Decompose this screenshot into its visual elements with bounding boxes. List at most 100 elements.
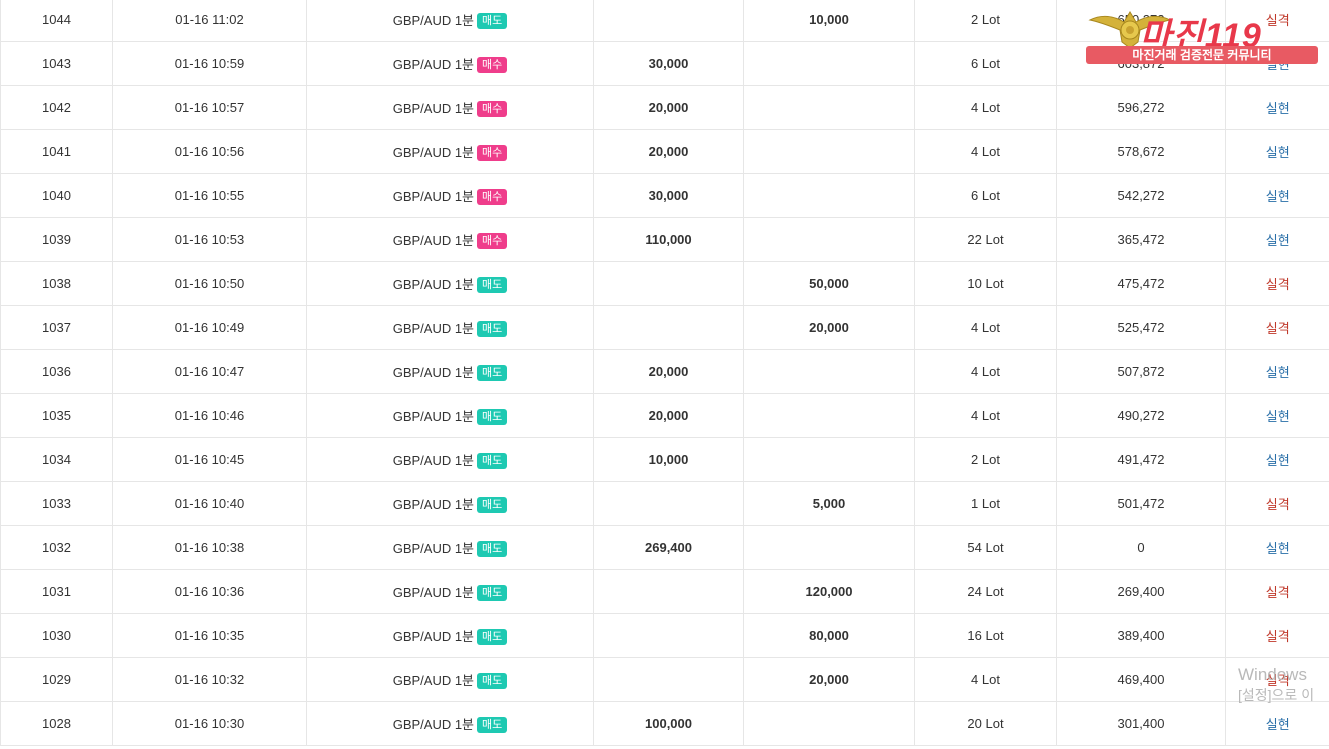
balance-cell: 475,472 <box>1056 261 1226 306</box>
side-badge: 매도 <box>477 365 508 381</box>
side-badge: 매도 <box>477 321 508 337</box>
symbol-label: GBP/AUD 1분 <box>392 717 475 732</box>
result-cell: 실격 <box>1225 481 1329 526</box>
side-badge: 매도 <box>477 629 508 645</box>
table-row: 1040 01-16 10:55 GBP/AUD 1분 매수 30,000 6 Lot 54… <box>0 173 1329 218</box>
symbol-label: GBP/AUD 1분 <box>392 189 475 204</box>
loss-cell <box>743 129 915 174</box>
result-cell: 실현 <box>1225 173 1329 218</box>
lot-cell: 6 Lot <box>914 173 1057 218</box>
trade-number-cell: 1044 <box>0 0 113 42</box>
lot-cell: 6 Lot <box>914 41 1057 86</box>
trade-time-cell: 01-16 10:55 <box>112 173 307 218</box>
side-badge: 매도 <box>477 585 508 601</box>
side-badge: 매수 <box>477 189 508 205</box>
side-badge: 매도 <box>477 541 508 557</box>
side-badge: 매도 <box>477 277 508 293</box>
result-cell: 실현 <box>1225 349 1329 394</box>
logo-subtitle: 마진거래 검증전문 커뮤니티 <box>1086 46 1318 64</box>
table-row: 1028 01-16 10:30 GBP/AUD 1분 매도 100,000 20 Lot… <box>0 701 1329 746</box>
symbol-cell: GBP/AUD 1분 매도 <box>306 437 594 482</box>
loss-cell: 5,000 <box>743 481 915 526</box>
windows-activation-watermark: Windows [설정]으로 이 <box>1238 664 1314 706</box>
trade-time-cell: 01-16 10:38 <box>112 525 307 570</box>
symbol-label: GBP/AUD 1분 <box>392 277 475 292</box>
trade-time-cell: 01-16 10:47 <box>112 349 307 394</box>
trade-number-cell: 1042 <box>0 85 113 130</box>
symbol-label: GBP/AUD 1분 <box>392 541 475 556</box>
trade-time-cell: 01-16 10:57 <box>112 85 307 130</box>
profit-cell: 100,000 <box>593 701 744 746</box>
lot-cell: 4 Lot <box>914 393 1057 438</box>
symbol-cell: GBP/AUD 1분 매도 <box>306 657 594 702</box>
loss-cell <box>743 173 915 218</box>
side-badge: 매도 <box>477 409 508 425</box>
result-cell: 실현 <box>1225 129 1329 174</box>
balance-cell: 542,272 <box>1056 173 1226 218</box>
table-row: 1041 01-16 10:56 GBP/AUD 1분 매수 20,000 4 Lot 57… <box>0 129 1329 174</box>
eagle-emblem-icon <box>1088 11 1172 49</box>
side-badge: 매수 <box>477 101 508 117</box>
result-cell: 실현 <box>1225 437 1329 482</box>
symbol-label: GBP/AUD 1분 <box>392 629 475 644</box>
balance-cell: 389,400 <box>1056 613 1226 658</box>
trade-number-cell: 1035 <box>0 393 113 438</box>
profit-cell <box>593 657 744 702</box>
table-row: 1030 01-16 10:35 GBP/AUD 1분 매도 80,000 16 Lot 3… <box>0 613 1329 658</box>
profit-cell: 30,000 <box>593 173 744 218</box>
loss-cell <box>743 393 915 438</box>
loss-cell <box>743 41 915 86</box>
side-badge: 매도 <box>477 453 508 469</box>
table-row: 1039 01-16 10:53 GBP/AUD 1분 매수 110,000 22 Lot… <box>0 217 1329 262</box>
symbol-cell: GBP/AUD 1분 매도 <box>306 613 594 658</box>
lot-cell: 24 Lot <box>914 569 1057 614</box>
loss-cell: 80,000 <box>743 613 915 658</box>
profit-cell: 110,000 <box>593 217 744 262</box>
symbol-cell: GBP/AUD 1분 매도 <box>306 305 594 350</box>
result-cell: 실격 <box>1225 613 1329 658</box>
trade-number-cell: 1039 <box>0 217 113 262</box>
trade-number-cell: 1029 <box>0 657 113 702</box>
symbol-cell: GBP/AUD 1분 매수 <box>306 173 594 218</box>
lot-cell: 20 Lot <box>914 701 1057 746</box>
trade-time-cell: 01-16 10:30 <box>112 701 307 746</box>
balance-cell: 525,472 <box>1056 305 1226 350</box>
profit-cell: 20,000 <box>593 393 744 438</box>
lot-cell: 4 Lot <box>914 85 1057 130</box>
trade-time-cell: 01-16 10:40 <box>112 481 307 526</box>
watermark-line1: Windows <box>1238 665 1307 684</box>
trade-time-cell: 01-16 10:45 <box>112 437 307 482</box>
symbol-label: GBP/AUD 1분 <box>392 145 475 160</box>
result-cell: 실격 <box>1225 0 1329 42</box>
result-cell: 실현 <box>1225 525 1329 570</box>
table-row: 1033 01-16 10:40 GBP/AUD 1분 매도 5,000 1 Lot 501… <box>0 481 1329 526</box>
balance-cell: 501,472 <box>1056 481 1226 526</box>
trade-number-cell: 1041 <box>0 129 113 174</box>
lot-cell: 2 Lot <box>914 0 1057 42</box>
symbol-label: GBP/AUD 1분 <box>392 101 475 116</box>
symbol-cell: GBP/AUD 1분 매도 <box>306 569 594 614</box>
table-row: 1031 01-16 10:36 GBP/AUD 1분 매도 120,000 24 Lot… <box>0 569 1329 614</box>
lot-cell: 4 Lot <box>914 657 1057 702</box>
side-badge: 매도 <box>477 13 508 29</box>
balance-cell: 491,472 <box>1056 437 1226 482</box>
site-logo[interactable]: 마진119 마진거래 검증전문 커뮤니티 <box>1086 6 1318 64</box>
profit-cell <box>593 305 744 350</box>
table-row: 1042 01-16 10:57 GBP/AUD 1분 매수 20,000 4 Lot 59… <box>0 85 1329 130</box>
symbol-cell: GBP/AUD 1분 매도 <box>306 393 594 438</box>
symbol-label: GBP/AUD 1분 <box>392 321 475 336</box>
symbol-cell: GBP/AUD 1분 매도 <box>306 261 594 306</box>
symbol-label: GBP/AUD 1분 <box>392 497 475 512</box>
symbol-cell: GBP/AUD 1분 매도 <box>306 349 594 394</box>
trade-time-cell: 01-16 10:46 <box>112 393 307 438</box>
side-badge: 매수 <box>477 57 508 73</box>
trade-number-cell: 1034 <box>0 437 113 482</box>
symbol-cell: GBP/AUD 1분 매수 <box>306 217 594 262</box>
profit-cell: 20,000 <box>593 129 744 174</box>
balance-cell: 301,400 <box>1056 701 1226 746</box>
result-cell: 실격 <box>1225 261 1329 306</box>
trade-time-cell: 01-16 10:53 <box>112 217 307 262</box>
symbol-label: GBP/AUD 1분 <box>392 409 475 424</box>
